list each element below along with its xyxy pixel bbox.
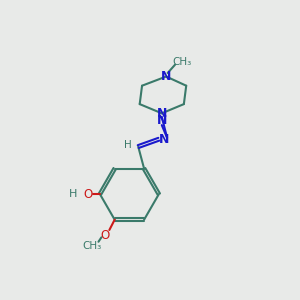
Text: O: O	[100, 230, 110, 242]
Text: N: N	[157, 107, 167, 120]
Text: CH₃: CH₃	[172, 57, 191, 67]
Text: N: N	[161, 70, 171, 83]
Text: O: O	[83, 188, 92, 201]
Text: N: N	[159, 133, 169, 146]
Text: H: H	[124, 140, 132, 150]
Text: H: H	[69, 189, 77, 199]
Text: CH₃: CH₃	[82, 241, 102, 251]
Text: N: N	[157, 114, 167, 127]
